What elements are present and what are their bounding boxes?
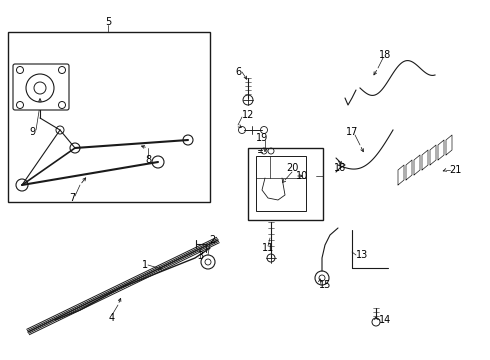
Text: 6: 6 xyxy=(235,67,241,77)
Text: 7: 7 xyxy=(69,193,75,203)
Text: 20: 20 xyxy=(286,163,298,173)
Text: 8: 8 xyxy=(145,155,151,165)
Text: 14: 14 xyxy=(379,315,391,325)
Text: 10: 10 xyxy=(296,171,308,181)
Text: 5: 5 xyxy=(105,17,111,27)
Bar xyxy=(248,148,323,220)
Text: 4: 4 xyxy=(109,313,115,323)
Text: 21: 21 xyxy=(449,165,461,175)
Text: 13: 13 xyxy=(356,250,368,260)
Text: 15: 15 xyxy=(319,280,331,290)
Text: 12: 12 xyxy=(242,110,254,120)
Text: 11: 11 xyxy=(262,243,274,253)
Bar xyxy=(8,32,210,202)
Text: 3: 3 xyxy=(197,251,203,261)
Text: 17: 17 xyxy=(346,127,358,137)
Text: 1: 1 xyxy=(142,260,148,270)
Text: 19: 19 xyxy=(256,133,268,143)
Text: 16: 16 xyxy=(334,163,346,173)
Bar xyxy=(256,156,306,211)
Text: 9: 9 xyxy=(29,127,35,137)
FancyBboxPatch shape xyxy=(13,64,69,110)
Text: 18: 18 xyxy=(379,50,391,60)
Text: 2: 2 xyxy=(209,235,215,245)
